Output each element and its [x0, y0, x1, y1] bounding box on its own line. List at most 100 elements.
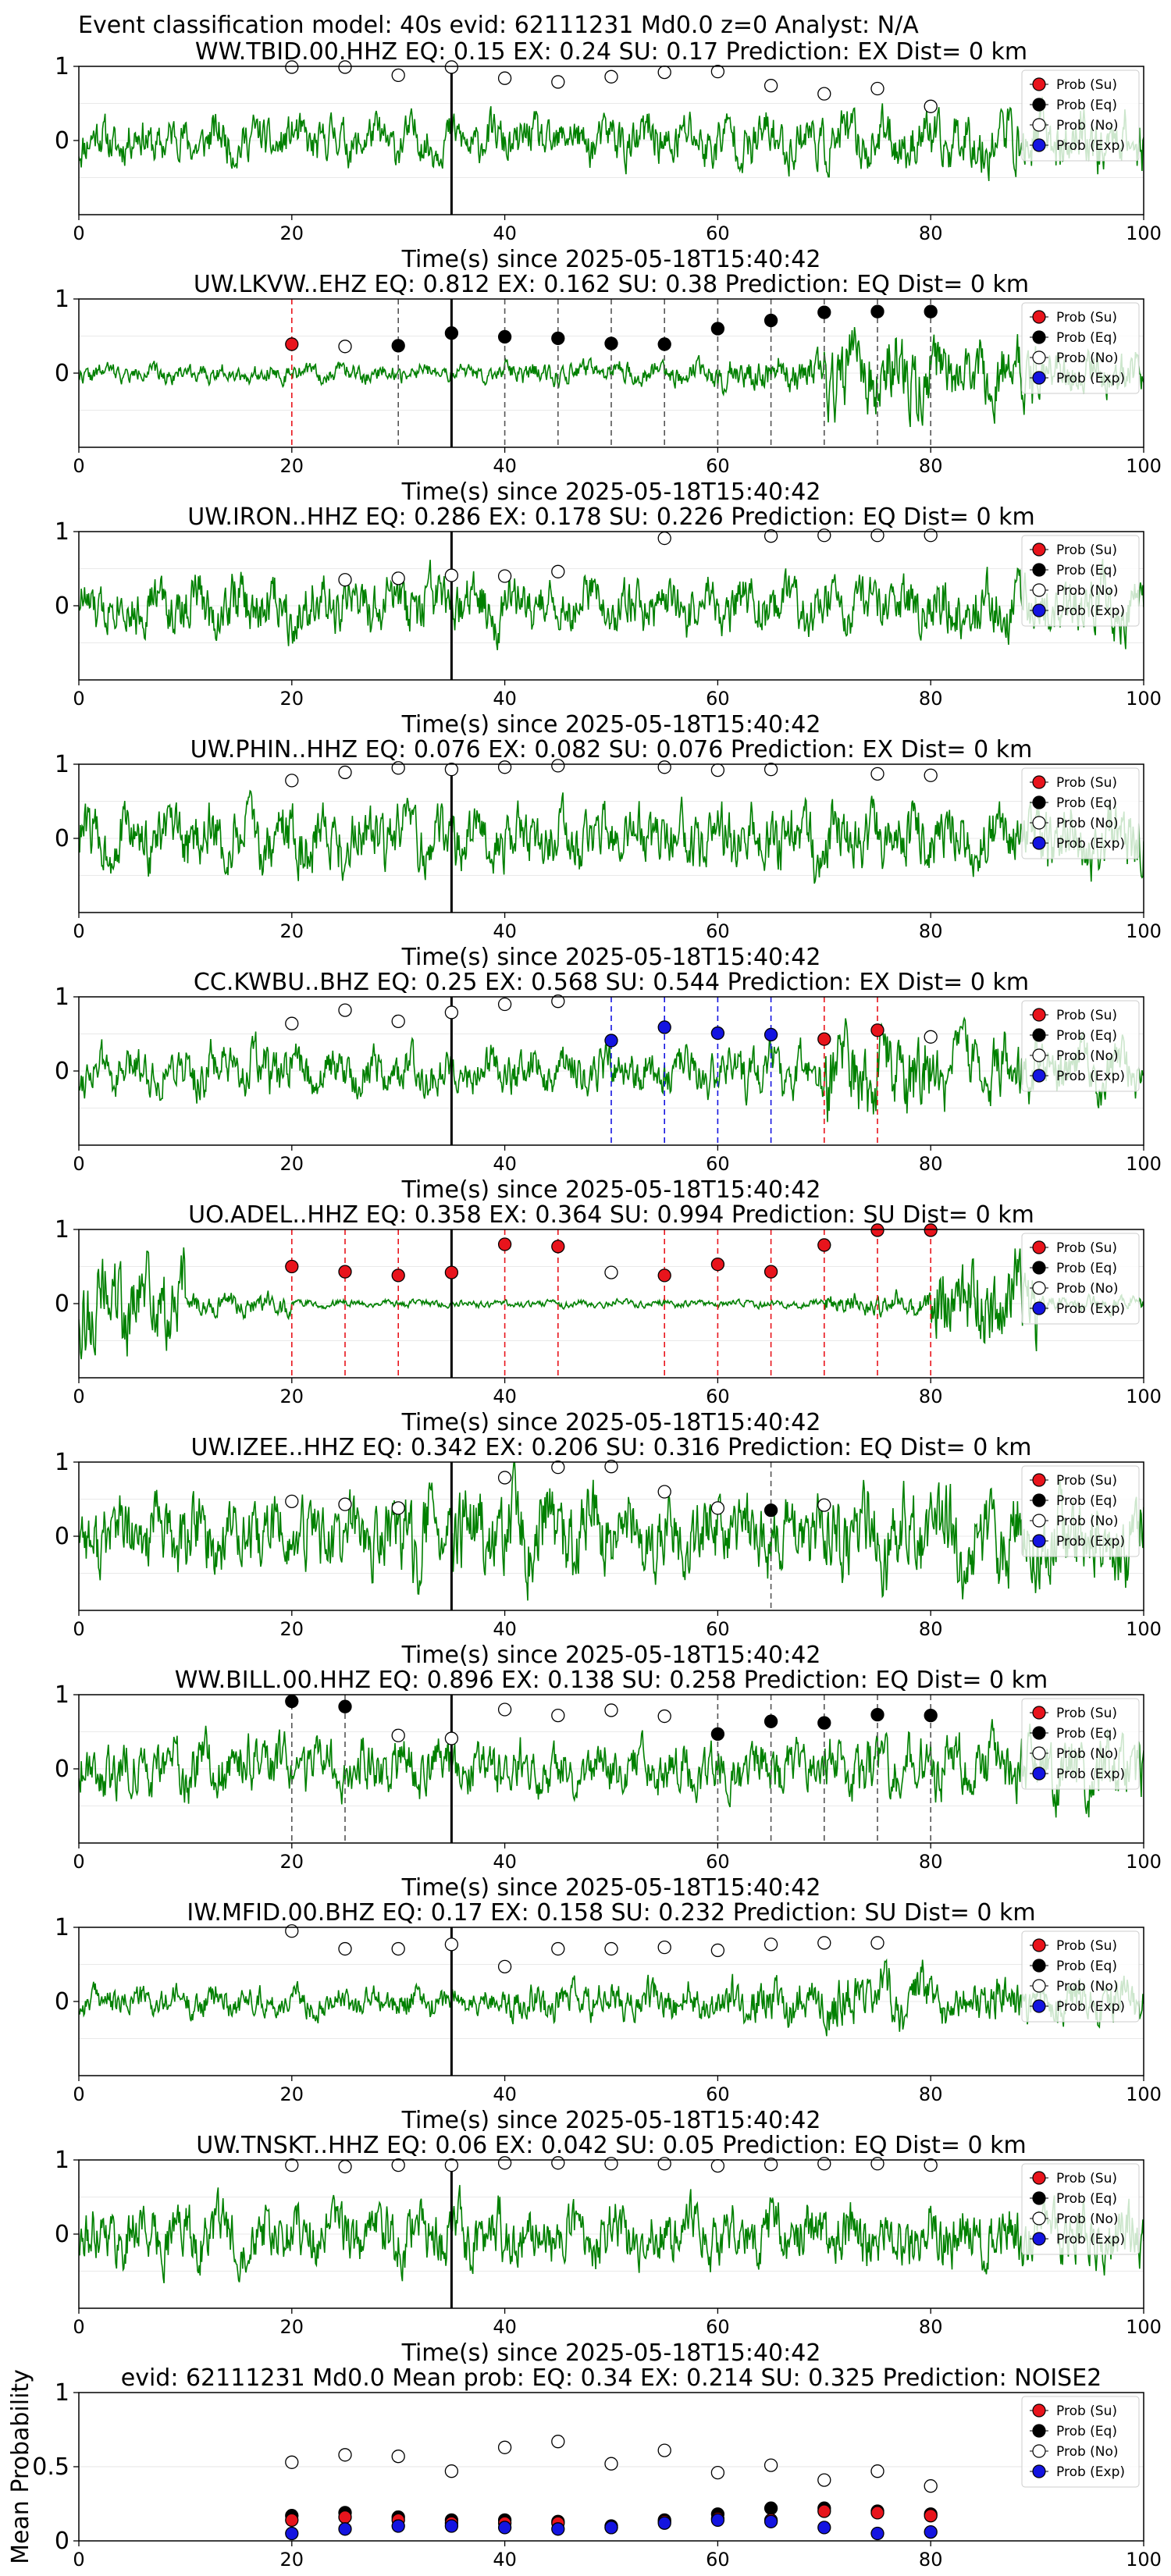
y-tick-label: 1: [55, 1216, 69, 1244]
mean-probability-point: [497, 2521, 512, 2535]
probability-point: [551, 1240, 565, 1254]
probability-point: [444, 326, 459, 340]
panels-group: WW.TBID.00.HHZ EQ: 0.15 EX: 0.24 SU: 0.1…: [7, 38, 1162, 2571]
legend-marker: [1032, 563, 1046, 577]
probability-point: [338, 340, 352, 354]
legend-box: [1021, 1465, 1140, 1557]
legend-marker: [1032, 603, 1046, 617]
probability-point: [870, 1023, 884, 1037]
probability-point: [817, 1032, 831, 1046]
x-tick-label: 0: [73, 1618, 84, 1640]
probability-point: [497, 329, 512, 344]
probability-point: [763, 1937, 778, 1952]
probability-point: [604, 69, 618, 84]
plot-area: [79, 1927, 1144, 2076]
probability-point: [338, 1003, 352, 1017]
probability-point: [924, 1223, 938, 1237]
probability-point: [657, 1020, 671, 1034]
legend-box: [1021, 2163, 1140, 2255]
mean-probability-point: [657, 2443, 671, 2457]
probability-point: [870, 1223, 884, 1237]
probability-point: [285, 60, 299, 74]
legend-marker: [1032, 1281, 1046, 1295]
legend-label: Prob (Eq): [1056, 98, 1117, 113]
x-tick-label: 80: [919, 1386, 943, 1407]
y-tick-label: 0: [55, 1988, 69, 2016]
probability-point: [391, 761, 405, 775]
probability-point: [551, 75, 565, 89]
legend-label: Prob (Exp): [1056, 138, 1125, 154]
probability-point: [817, 2157, 831, 2171]
x-tick-label: 100: [1126, 1153, 1162, 1175]
panel-title: CC.KWBU..BHZ EQ: 0.25 EX: 0.568 SU: 0.54…: [194, 969, 1029, 996]
x-tick-label: 100: [1126, 1851, 1162, 1873]
legend-label: Prob (No): [1056, 1048, 1119, 1064]
probability-point: [710, 65, 725, 79]
legend-label: Prob (No): [1056, 1281, 1119, 1297]
plot-area: [79, 1462, 1144, 1610]
legend-marker: [1032, 1301, 1046, 1315]
x-tick-label: 0: [73, 2316, 84, 2338]
x-tick-label: 100: [1126, 1618, 1162, 1640]
x-tick-label: 20: [280, 2083, 304, 2105]
legend-label: Prob (Exp): [1056, 2464, 1125, 2480]
x-tick-label: 80: [919, 688, 943, 710]
x-tick-label: 20: [280, 688, 304, 710]
x-tick-label: 80: [919, 2316, 943, 2338]
legend-marker: [1032, 816, 1046, 830]
y-tick-label: 1: [55, 53, 69, 80]
legend-marker: [1032, 310, 1046, 324]
y-tick-label: 1: [55, 2147, 69, 2174]
probability-point: [338, 1699, 352, 1713]
probability-point: [924, 768, 938, 782]
x-tick-label: 80: [919, 2083, 943, 2105]
legend-box: [1021, 535, 1140, 627]
probability-point: [444, 568, 459, 582]
y-tick-label: 1: [55, 1681, 69, 1709]
legend-marker: [1032, 2232, 1046, 2246]
probability-point: [710, 1943, 725, 1958]
probability-point: [870, 304, 884, 318]
probability-point: [285, 337, 299, 351]
x-tick-label: 60: [706, 1153, 730, 1175]
legend-marker: [1032, 1938, 1046, 1952]
x-tick-label: 0: [73, 2549, 84, 2571]
probability-point: [497, 760, 512, 774]
probability-point: [604, 1034, 618, 1048]
legend-marker: [1032, 1979, 1046, 1993]
mean-probability-point: [604, 2457, 618, 2471]
probability-point: [924, 1708, 938, 1723]
mean-probability-point: [444, 2519, 459, 2533]
probability-point: [338, 1265, 352, 1279]
x-tick-label: 80: [919, 2549, 943, 2571]
y-tick-label: 0: [55, 1523, 69, 1550]
x-tick-label: 60: [706, 688, 730, 710]
x-tick-label: 0: [73, 1386, 84, 1407]
x-axis-label: Time(s) since 2025-05-18T15:40:42: [401, 1176, 821, 1204]
probability-point: [763, 1503, 778, 1517]
mean-probability-point: [870, 2464, 884, 2478]
legend: Prob (Su) Prob (Eq) Prob (No) Prob (Exp): [1021, 1930, 1140, 2023]
mean-probability-point: [551, 2522, 565, 2536]
legend-label: Prob (Eq): [1056, 2424, 1117, 2439]
probability-point: [817, 528, 831, 543]
panel-7: UW.IZEE..HHZ EQ: 0.342 EX: 0.206 SU: 0.3…: [55, 1434, 1162, 1669]
probability-point: [497, 2156, 512, 2170]
waveform-trace: [79, 1462, 1144, 1601]
x-tick-label: 20: [280, 1153, 304, 1175]
probability-point: [391, 1014, 405, 1028]
legend-label: Prob (No): [1056, 118, 1119, 133]
legend-box: [1021, 302, 1140, 394]
legend-marker: [1032, 1767, 1046, 1781]
legend-label: Prob (Exp): [1056, 836, 1125, 852]
legend-marker: [1032, 2424, 1046, 2438]
mean-probability-point: [285, 2455, 299, 2469]
y-tick-label: 0: [55, 2528, 69, 2555]
legend-box: [1021, 2396, 1140, 2488]
probability-point: [710, 1026, 725, 1041]
legend-marker: [1032, 1048, 1046, 1062]
x-tick-label: 60: [706, 455, 730, 477]
probability-point: [551, 1941, 565, 1956]
x-tick-label: 40: [493, 2316, 517, 2338]
